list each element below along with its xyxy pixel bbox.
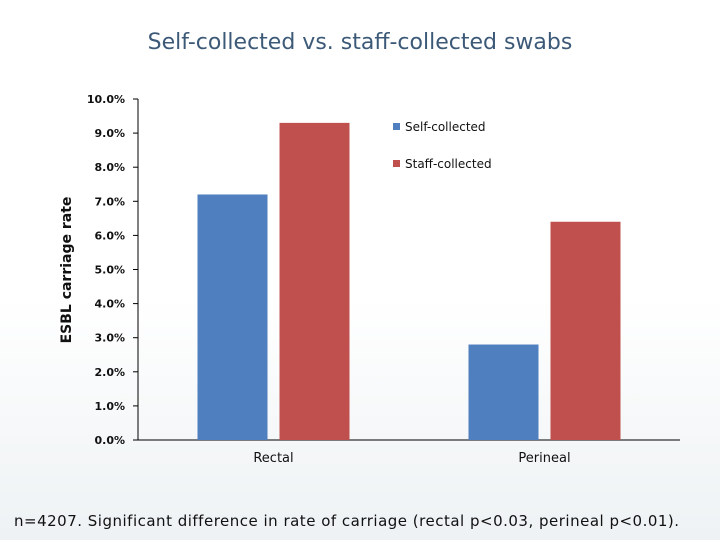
y-axis: 0.0% 1.0% 2.0% 3.0% 4.0% 5.0% 6.0% 7.0% 8.0% 9.0%… (87, 93, 680, 447)
bar-rectal-staff-collected (279, 122, 350, 441)
y-tick-label: 6.0% (94, 229, 125, 242)
y-axis-label: ESBL carriage rate (59, 197, 75, 344)
y-tick-label: 0.0% (94, 434, 125, 447)
x-tick-label: Rectal (253, 451, 293, 466)
y-tick-label: 3.0% (94, 332, 125, 345)
bar-perineal-self-collected (468, 344, 539, 440)
y-tick-label: 1.0% (94, 400, 125, 413)
legend-swatch (393, 123, 400, 130)
y-tick-label: 10.0% (87, 93, 125, 106)
x-axis-labels: Rectal Perineal (253, 451, 570, 466)
footnote: n=4207. Significant difference in rate o… (14, 512, 680, 530)
y-tick-label: 8.0% (94, 161, 125, 174)
slide-title: Self-collected vs. staff-collected swabs (147, 30, 573, 55)
legend-label: Self-collected (405, 120, 486, 134)
legend-swatch (393, 160, 400, 167)
legend-label: Staff-collected (405, 157, 492, 171)
legend: Self-collected Staff-collected (393, 120, 492, 171)
bar-rectal-self-collected (197, 194, 268, 440)
y-tick-label: 2.0% (94, 366, 125, 379)
bar-perineal-staff-collected (550, 221, 621, 440)
y-tick-label: 9.0% (94, 127, 125, 140)
bars (197, 122, 621, 441)
y-tick-label: 5.0% (94, 264, 125, 277)
x-tick-label: Perineal (518, 451, 570, 466)
bar-chart: 0.0% 1.0% 2.0% 3.0% 4.0% 5.0% 6.0% 7.0% 8.0% 9.0%… (59, 93, 680, 466)
y-tick-label: 7.0% (94, 195, 125, 208)
y-tick-label: 4.0% (94, 298, 125, 311)
